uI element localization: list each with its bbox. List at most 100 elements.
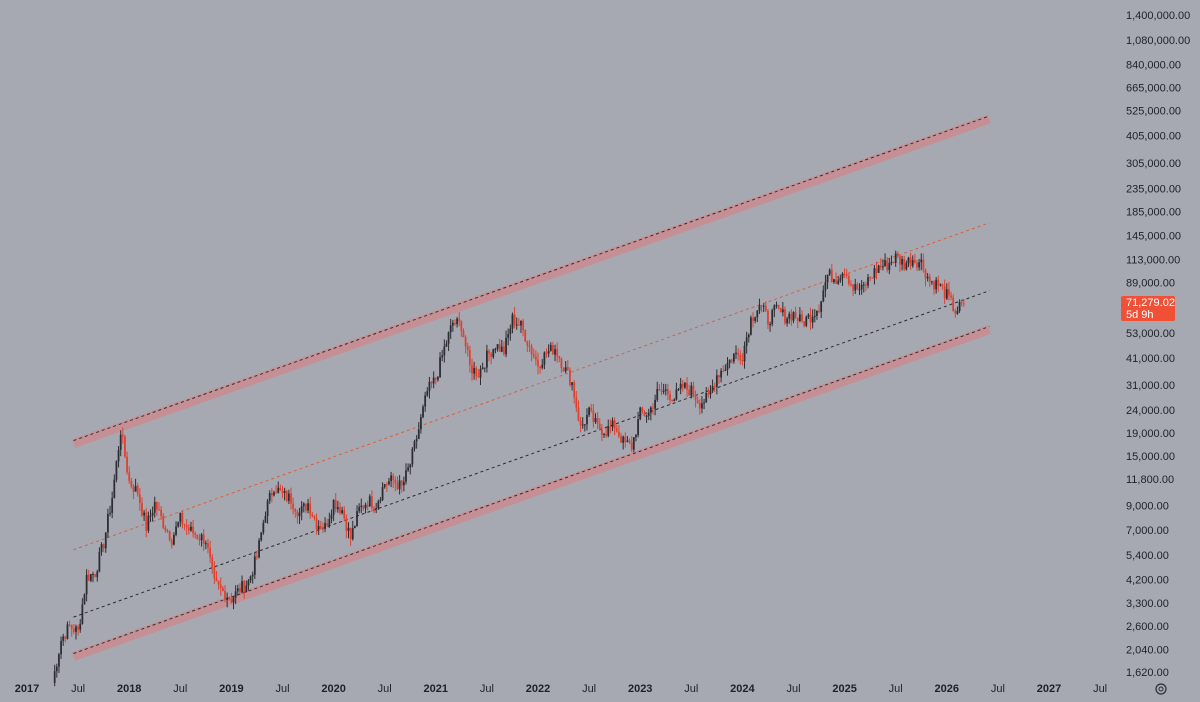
candle[interactable] — [454, 319, 456, 326]
candle[interactable] — [275, 485, 278, 494]
candle[interactable] — [107, 508, 109, 538]
candle[interactable] — [886, 257, 889, 273]
candle[interactable] — [583, 424, 586, 432]
candle[interactable] — [845, 268, 848, 279]
candle[interactable] — [413, 439, 416, 452]
candle[interactable] — [549, 342, 552, 352]
candle[interactable] — [873, 265, 876, 285]
candle[interactable] — [698, 399, 701, 415]
candle[interactable] — [181, 510, 184, 529]
candle[interactable] — [362, 504, 365, 511]
candle[interactable] — [445, 340, 448, 348]
candle[interactable] — [728, 359, 731, 369]
candle[interactable] — [207, 538, 209, 554]
candle[interactable] — [611, 417, 614, 432]
candle[interactable] — [92, 571, 94, 583]
candle[interactable] — [281, 485, 284, 499]
candle[interactable] — [143, 509, 146, 522]
candle[interactable] — [922, 253, 925, 273]
candle[interactable] — [364, 502, 367, 514]
candle[interactable] — [249, 575, 252, 584]
candle[interactable] — [371, 490, 373, 512]
candle[interactable] — [675, 382, 678, 401]
candle[interactable] — [620, 432, 622, 443]
candle[interactable] — [283, 487, 286, 501]
candle[interactable] — [428, 376, 431, 399]
candle[interactable] — [718, 374, 720, 384]
candle[interactable] — [496, 344, 499, 352]
candle[interactable] — [818, 304, 820, 314]
candle[interactable] — [345, 514, 348, 539]
candle[interactable] — [743, 341, 746, 369]
candle[interactable] — [503, 341, 505, 356]
candle[interactable] — [673, 398, 676, 402]
candle[interactable] — [449, 318, 452, 339]
candle[interactable] — [679, 378, 682, 395]
candle[interactable] — [62, 633, 65, 646]
candle[interactable] — [722, 365, 725, 373]
lower-channel-line[interactable] — [73, 326, 990, 654]
candle[interactable] — [430, 381, 433, 389]
candle[interactable] — [64, 635, 67, 643]
candle[interactable] — [894, 250, 897, 267]
candle[interactable] — [507, 328, 510, 346]
candle[interactable] — [494, 347, 497, 354]
candle[interactable] — [554, 344, 556, 362]
candle[interactable] — [545, 348, 548, 358]
candle[interactable] — [524, 329, 527, 342]
candle[interactable] — [656, 381, 659, 402]
candle[interactable] — [715, 369, 718, 395]
candle[interactable] — [613, 417, 616, 436]
candle[interactable] — [537, 352, 539, 375]
candle[interactable] — [322, 522, 324, 533]
candle[interactable] — [596, 412, 599, 429]
candle[interactable] — [256, 550, 258, 561]
candle[interactable] — [905, 260, 908, 271]
candle[interactable] — [843, 268, 846, 278]
candle[interactable] — [87, 569, 90, 581]
candle[interactable] — [711, 379, 714, 394]
candle[interactable] — [916, 259, 918, 271]
candle[interactable] — [760, 305, 763, 313]
candle[interactable] — [907, 256, 910, 268]
candle[interactable] — [151, 506, 154, 522]
candle[interactable] — [111, 491, 114, 519]
candle[interactable] — [626, 436, 629, 443]
candle[interactable] — [835, 272, 837, 284]
candle[interactable] — [102, 543, 105, 553]
candle[interactable] — [882, 259, 884, 271]
candle[interactable] — [60, 636, 62, 659]
candle[interactable] — [790, 309, 793, 326]
candle[interactable] — [70, 624, 73, 637]
candle[interactable] — [451, 319, 454, 332]
candle[interactable] — [492, 348, 495, 359]
candle[interactable] — [624, 432, 627, 448]
candle[interactable] — [577, 400, 580, 422]
candle[interactable] — [592, 403, 595, 428]
candle[interactable] — [556, 342, 559, 363]
candle[interactable] — [658, 384, 661, 392]
candle[interactable] — [811, 309, 814, 329]
candle[interactable] — [830, 263, 833, 283]
candle[interactable] — [798, 307, 801, 323]
candle[interactable] — [801, 310, 803, 323]
candle[interactable] — [522, 318, 524, 337]
candle[interactable] — [405, 463, 407, 485]
candle[interactable] — [896, 251, 899, 259]
candle[interactable] — [660, 382, 663, 396]
candle[interactable] — [735, 345, 737, 360]
lower-channel-line-band[interactable] — [71, 325, 991, 661]
candle[interactable] — [505, 330, 507, 358]
candle[interactable] — [481, 362, 484, 370]
candle[interactable] — [264, 511, 267, 523]
candle[interactable] — [600, 423, 603, 442]
candle[interactable] — [796, 317, 799, 329]
candle[interactable] — [950, 291, 952, 301]
candle[interactable] — [747, 333, 750, 343]
candle[interactable] — [390, 471, 392, 488]
candle[interactable] — [490, 351, 493, 365]
candle[interactable] — [847, 273, 850, 287]
candle[interactable] — [245, 580, 248, 593]
candle[interactable] — [166, 528, 169, 533]
